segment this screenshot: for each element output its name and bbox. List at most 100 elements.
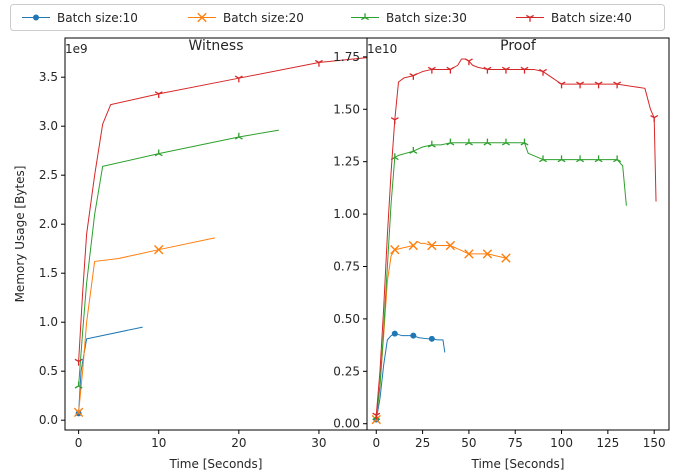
legend-entry-batch-size-40: Batch size:40 <box>516 11 632 25</box>
x-tick-label-proof: 100 <box>550 436 573 450</box>
series-line-witness-batch-size-10 <box>78 326 143 414</box>
x-tick-label-witness: 30 <box>311 436 326 450</box>
series-witness-batch-size-20 <box>73 237 215 418</box>
y-tick-label-witness: 1.5 <box>39 266 58 280</box>
data-point-proof-batch-size-40 <box>483 66 492 74</box>
x-tick-label-witness: 10 <box>151 436 166 450</box>
data-point-proof-batch-size-30 <box>501 138 510 146</box>
data-point-proof-batch-size-20 <box>464 249 474 259</box>
series-witness-batch-size-40 <box>74 57 367 366</box>
data-point-proof-batch-size-40 <box>539 68 547 76</box>
y-tick-label-proof: 0.25 <box>333 364 360 378</box>
data-point-proof-batch-size-20 <box>427 240 437 251</box>
offset-text-witness: 1e9 <box>65 42 88 56</box>
data-point-proof-batch-size-40 <box>390 117 399 124</box>
data-point-proof-batch-size-30 <box>613 155 622 163</box>
y-tick-label-proof: 1.25 <box>333 155 360 169</box>
data-point-proof-batch-size-40 <box>446 66 455 74</box>
series-proof-batch-size-10 <box>373 330 446 423</box>
series-line-proof-batch-size-10 <box>375 333 446 420</box>
data-point-proof-batch-size-20 <box>390 245 400 255</box>
y-tick-label-witness: 2.0 <box>39 217 58 231</box>
data-point-proof-batch-size-40 <box>613 81 622 89</box>
series-proof-batch-size-40 <box>372 58 659 420</box>
y-tick-label-proof: 1.50 <box>333 102 360 116</box>
data-point-proof-batch-size-20 <box>501 253 511 263</box>
y-tick-label-proof: 0.50 <box>333 312 360 326</box>
data-point-proof-batch-size-20 <box>408 240 419 251</box>
y-tick-label-witness: 0.0 <box>39 413 58 427</box>
series-line-proof-batch-size-30 <box>375 142 627 418</box>
series-witness-batch-size-30 <box>74 129 279 389</box>
y-tick-label-witness: 3.0 <box>39 119 58 133</box>
series-line-witness-batch-size-40 <box>78 57 367 362</box>
legend-marker <box>33 14 39 21</box>
data-point-proof-batch-size-30 <box>576 155 585 163</box>
data-point-proof-batch-size-40 <box>501 66 510 74</box>
y-tick-label-proof: 0.75 <box>333 259 360 273</box>
legend-entry-batch-size-10: Batch size:10 <box>22 11 138 25</box>
series-line-proof-batch-size-20 <box>375 240 507 420</box>
y-tick-label-proof: 1.00 <box>333 207 360 221</box>
legend-marker <box>197 12 207 23</box>
data-point-proof-batch-size-10 <box>391 330 398 337</box>
y-tick-label-proof: 1.75 <box>333 50 360 64</box>
axes-frame-proof <box>366 37 670 431</box>
data-point-proof-batch-size-30 <box>409 146 418 154</box>
data-point-proof-batch-size-10 <box>410 332 417 339</box>
y-axis-label: Memory Usage [Bytes] <box>13 166 27 303</box>
data-point-witness-batch-size-40 <box>74 358 83 366</box>
data-point-proof-batch-size-40 <box>409 73 418 80</box>
data-point-proof-batch-size-40 <box>650 114 659 122</box>
series-proof-batch-size-30 <box>372 138 627 421</box>
data-point-proof-batch-size-40 <box>520 66 529 74</box>
data-point-proof-batch-size-40 <box>427 66 436 74</box>
data-point-proof-batch-size-10 <box>428 335 435 342</box>
x-axis-label-witness: Time [Seconds] <box>169 457 263 471</box>
series-line-witness-batch-size-20 <box>78 237 215 413</box>
data-point-proof-batch-size-30 <box>483 138 492 146</box>
data-point-proof-batch-size-20 <box>482 249 493 259</box>
x-tick-label-proof: 25 <box>415 436 430 450</box>
data-point-proof-batch-size-20 <box>445 240 456 251</box>
x-tick-label-proof: 150 <box>643 436 666 450</box>
data-point-witness-batch-size-40 <box>314 59 323 67</box>
series-line-witness-batch-size-30 <box>78 129 279 386</box>
data-point-proof-batch-size-40 <box>576 81 585 89</box>
legend-label: Batch size:30 <box>386 11 467 25</box>
y-tick-label-witness: 3.5 <box>39 70 58 84</box>
legend-entry-batch-size-30: Batch size:30 <box>351 11 467 25</box>
data-point-proof-batch-size-30 <box>539 155 547 163</box>
data-point-proof-batch-size-30 <box>520 138 529 146</box>
series-witness-batch-size-10 <box>75 326 143 417</box>
legend-label: Batch size:10 <box>57 11 138 25</box>
legend-marker <box>526 14 534 22</box>
legend-entry-batch-size-20: Batch size:20 <box>188 11 304 25</box>
legend-frame <box>10 4 665 31</box>
data-point-proof-batch-size-30 <box>464 138 473 146</box>
data-point-witness-batch-size-20 <box>73 407 84 418</box>
x-tick-label-proof: 125 <box>596 436 619 450</box>
x-tick-label-proof: 0 <box>372 436 380 450</box>
data-point-proof-batch-size-30 <box>427 140 436 148</box>
legend-label: Batch size:40 <box>551 11 632 25</box>
data-point-proof-batch-size-30 <box>557 155 566 163</box>
x-tick-label-proof: 75 <box>508 436 523 450</box>
legend-label: Batch size:20 <box>223 11 304 25</box>
axes-frame-witness <box>64 37 368 431</box>
subplot-title-witness: Witness <box>189 38 244 54</box>
y-tick-label-witness: 1.0 <box>39 315 58 329</box>
data-point-proof-batch-size-30 <box>594 155 603 163</box>
data-point-proof-batch-size-40 <box>557 81 566 89</box>
x-tick-label-proof: 50 <box>461 436 476 450</box>
data-point-proof-batch-size-40 <box>372 412 381 420</box>
subplot-proof: 0 25 50 75 100 125 150 0.00 0.25 0.50 0.75 1.00 1.25… <box>333 37 670 471</box>
series-proof-batch-size-20 <box>371 240 511 425</box>
data-point-witness-batch-size-40 <box>154 91 163 99</box>
series-line-proof-batch-size-40 <box>375 58 657 416</box>
data-point-proof-batch-size-40 <box>594 81 603 89</box>
x-axis-label-proof: Time [Seconds] <box>471 457 565 471</box>
subplot-witness: 0 10 20 300.00.51.01.52.02.53.03.5 Witness … <box>39 37 368 471</box>
data-point-witness-batch-size-30 <box>154 149 163 157</box>
